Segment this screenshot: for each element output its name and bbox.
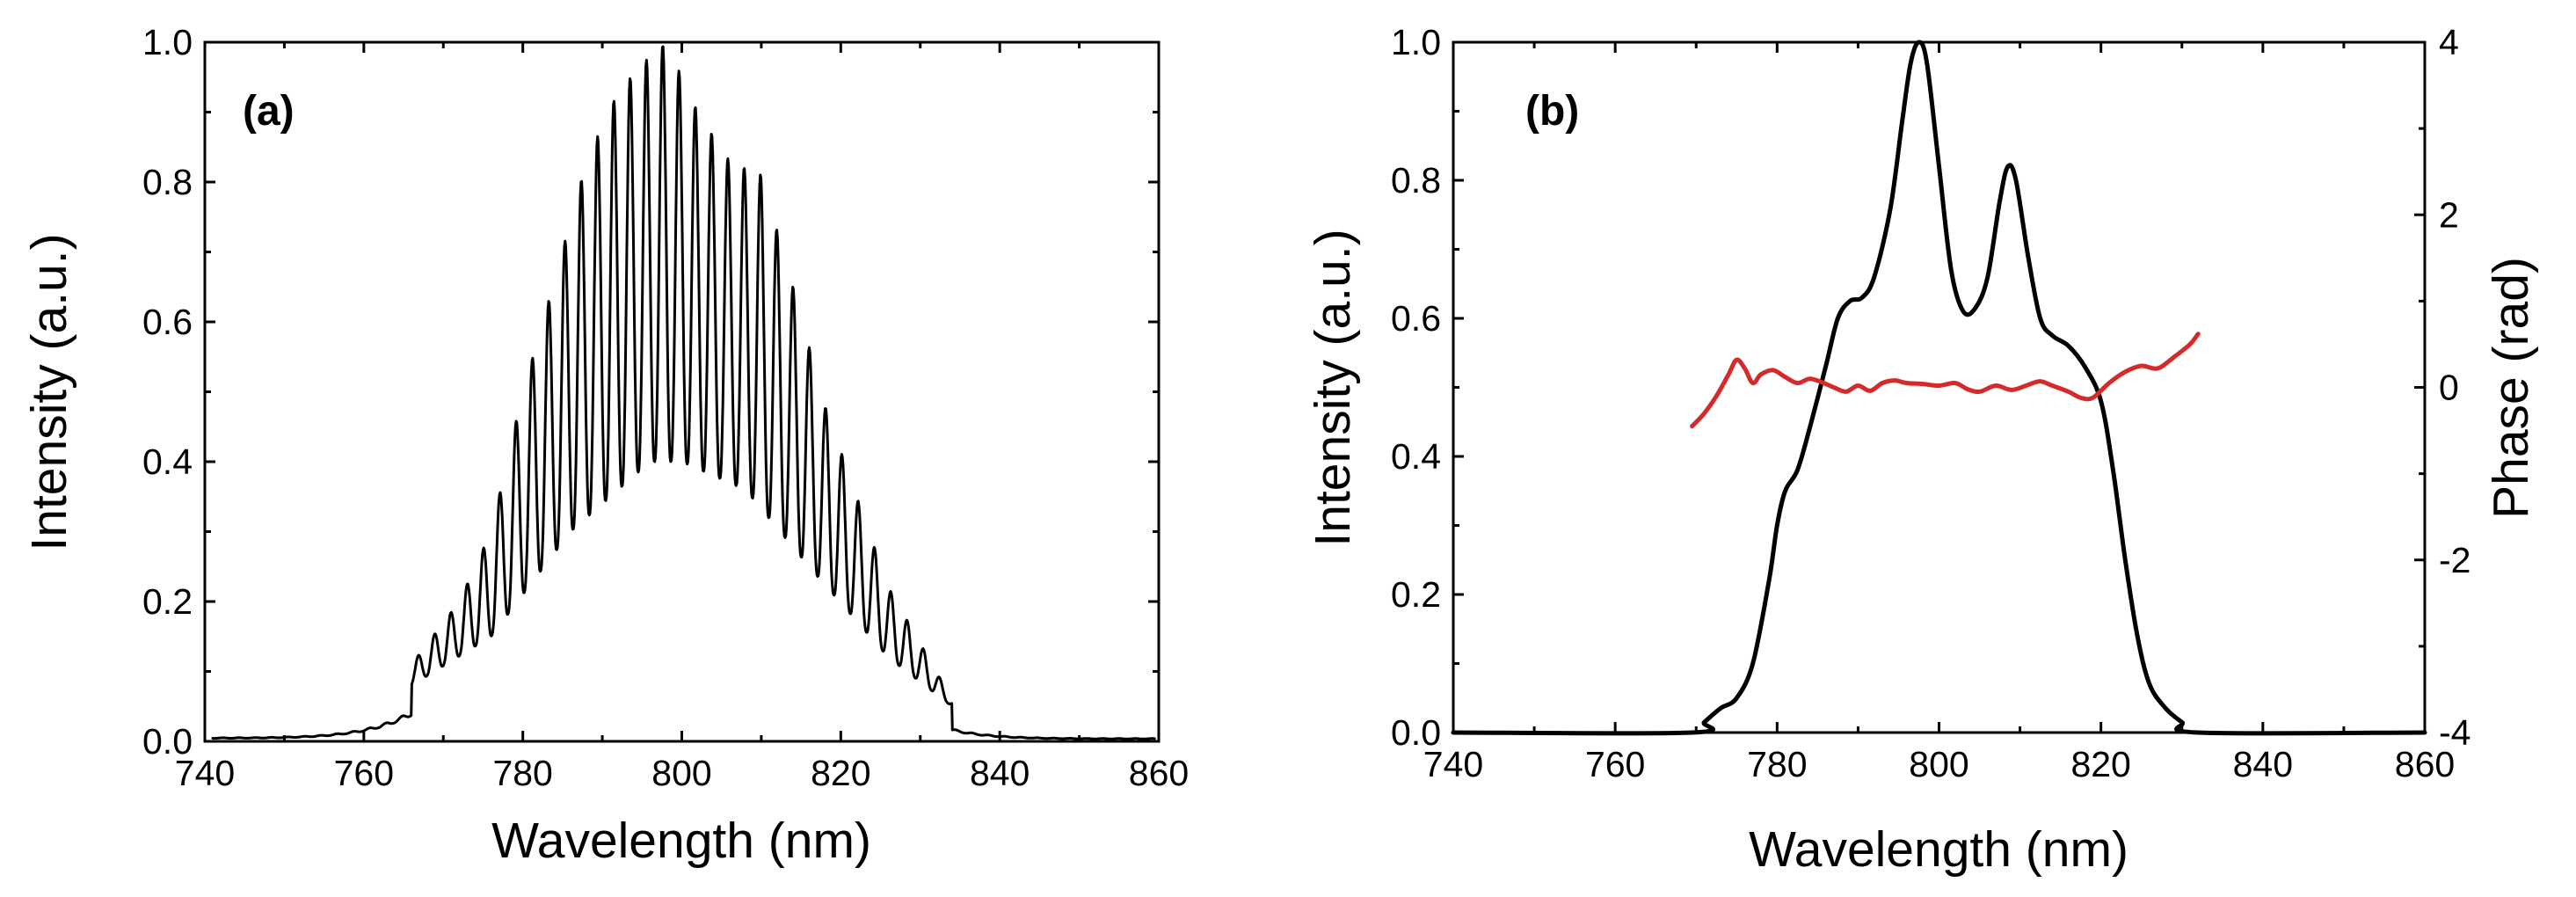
panel-a-x-tick-label: 860 <box>1129 753 1189 793</box>
panel-a-x-tick-label: 820 <box>811 753 870 793</box>
panel-b-y2-tick-label: -4 <box>2439 712 2470 753</box>
panel-b-x-tick-label: 800 <box>1909 744 1968 784</box>
panel-a-intensity-line <box>211 45 1156 740</box>
panel-b-x-tick-label: 840 <box>2233 744 2293 784</box>
panel-a-y-tick-label: 0.8 <box>142 162 193 202</box>
panel-a-x-tick-label: 840 <box>970 753 1030 793</box>
panel-b-y2-tick-label: -2 <box>2439 540 2470 580</box>
panel-b-y2-tick-label: 0 <box>2439 368 2459 408</box>
panel-b-y-tick-label: 0.4 <box>1391 436 1441 477</box>
panel-b-y-tick-label: 0.0 <box>1391 712 1441 753</box>
panel-a-label: (a) <box>243 88 295 135</box>
panel-b-y-tick-label: 0.8 <box>1391 160 1441 201</box>
panel-b-x-tick-label: 760 <box>1585 744 1645 784</box>
panel-a-chart: 740 760 780 800 820 840 860 0.0 0.2 0.4 0.6 0.8 1.0… <box>21 22 1189 869</box>
panel-b-y-axis-title: Intensity (a.u.) <box>1305 229 1361 546</box>
panel-b-y2-tick-label: 4 <box>2439 22 2459 62</box>
panel-a-y-axis-title: Intensity (a.u.) <box>21 233 77 551</box>
panel-a-y-tick-label: 0.2 <box>142 581 193 622</box>
panel-a-x-tick-label: 800 <box>651 753 711 793</box>
panel-b-y-tick-label: 0.2 <box>1391 574 1441 615</box>
panel-b-x-tick-label: 740 <box>1423 744 1483 784</box>
panel-a-x-tick-label: 780 <box>492 753 552 793</box>
panel-b-y2-axis-title: Phase (rad) <box>2483 257 2539 519</box>
panel-b-x-tick-label: 780 <box>1747 744 1807 784</box>
panel-a-x-tick-label: 760 <box>334 753 394 793</box>
panel-b-x-tick-label: 860 <box>2395 744 2455 784</box>
panel-b-chart: 740 760 780 800 820 840 860 0.0 0.2 0.4 0.6 0.8 1.0… <box>1305 22 2539 878</box>
panel-b-y2-tick-label: 2 <box>2439 194 2459 235</box>
panel-a-y-tick-label: 0.0 <box>142 721 193 762</box>
panel-b-phase-line <box>1690 332 2201 429</box>
panel-a-x-tick-label: 740 <box>175 753 235 793</box>
panel-b-x-axis-title: Wavelength (nm) <box>1749 821 2128 878</box>
panel-a-x-axis-title: Wavelength (nm) <box>491 813 871 869</box>
panel-a-y-tick-label: 0.6 <box>142 302 193 342</box>
panel-a-y-tick-label: 0.4 <box>142 441 193 482</box>
panel-b-label: (b) <box>1525 88 1579 135</box>
panel-b-x-tick-label: 820 <box>2070 744 2130 784</box>
panel-b-y-tick-label: 1.0 <box>1391 22 1441 62</box>
panel-b-y-tick-label: 0.6 <box>1391 298 1441 339</box>
panel-b-intensity-line <box>1451 40 2427 736</box>
panel-a-y-tick-label: 1.0 <box>142 22 193 62</box>
